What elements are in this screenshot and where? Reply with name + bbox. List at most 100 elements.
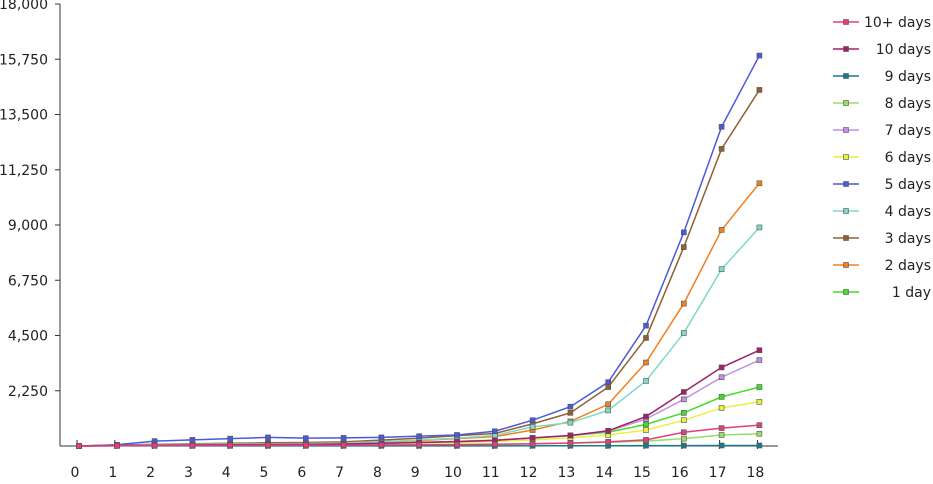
- legend-marker-6-days: [843, 154, 849, 160]
- data-point-1-day: [680, 410, 687, 416]
- legend-marker-4-days: [843, 208, 849, 214]
- x-tick-label: 5: [260, 465, 269, 481]
- data-point-5-days: [680, 229, 687, 236]
- legend-label-9-days: 9 days: [885, 69, 931, 85]
- data-point-9-days: [718, 442, 725, 449]
- data-point-10plus-days: [454, 441, 460, 448]
- y-tick-label: 6,750: [8, 273, 48, 289]
- data-point-2-days: [643, 359, 649, 366]
- data-point-10-days: [643, 413, 649, 420]
- x-tick-label: 1: [108, 465, 117, 481]
- data-point-5-days: [416, 433, 423, 439]
- legend-label-4-days: 4 days: [885, 204, 931, 220]
- data-point-6-days: [643, 427, 649, 433]
- x-tick-label: 7: [335, 465, 344, 481]
- legend-marker-10plus-days: [843, 19, 849, 25]
- data-point-7-days: [718, 374, 725, 381]
- y-tick-label: 2,250: [8, 384, 48, 400]
- data-point-3-days: [680, 244, 687, 250]
- data-point-7-days: [680, 396, 687, 403]
- data-point-10plus-days: [718, 425, 725, 431]
- data-point-4-days: [718, 266, 725, 273]
- x-tick-label: 14: [595, 465, 613, 481]
- legend-marker-7-days: [843, 127, 849, 133]
- data-point-1-day: [718, 394, 725, 400]
- data-point-6-days: [756, 398, 763, 405]
- data-point-7-days: [756, 357, 763, 363]
- legend-label-1-day: 1 day: [892, 285, 931, 301]
- data-point-5-days: [227, 435, 233, 442]
- data-point-10-days: [756, 347, 763, 354]
- data-point-5-days: [189, 437, 196, 443]
- x-tick-label: 0: [71, 465, 80, 481]
- x-tick-label: 13: [557, 465, 575, 481]
- legend-marker-10-days: [843, 46, 849, 52]
- data-point-3-days: [718, 146, 725, 152]
- data-point-10plus-days: [605, 439, 612, 445]
- data-point-9-days: [643, 442, 649, 449]
- legend-marker-8-days: [843, 100, 849, 106]
- legend-label-6-days: 6 days: [885, 150, 931, 166]
- legend-label-3-days: 3 days: [885, 231, 931, 247]
- data-point-5-days: [491, 428, 498, 435]
- series-line-7-days: [78, 359, 760, 447]
- series-lines: [76, 52, 763, 449]
- data-point-10plus-days: [302, 442, 309, 449]
- legend-label-8-days: 8 days: [885, 96, 931, 112]
- data-point-10plus-days: [189, 442, 196, 449]
- axes: [59, 4, 778, 447]
- y-tick-label: 4,500: [8, 329, 48, 345]
- data-point-4-days: [605, 407, 612, 414]
- x-tick-label: 15: [633, 465, 651, 481]
- x-tick-label: 17: [709, 465, 727, 481]
- data-point-10-days: [718, 364, 725, 371]
- data-point-10-days: [680, 389, 687, 395]
- data-point-10plus-days: [114, 442, 120, 449]
- data-point-5-days: [265, 434, 271, 441]
- y-axis-ticks: 2,250 4,500 6,750 9,000 11,250 13,500 15,750 18…: [0, 0, 60, 400]
- y-tick-label: 13,500: [0, 108, 48, 124]
- data-point-5-days: [605, 379, 612, 385]
- data-point-5-days: [378, 434, 385, 441]
- series-line-5-days: [78, 55, 761, 447]
- legend-marker-3-days: [843, 235, 849, 241]
- data-point-10plus-days: [756, 422, 763, 428]
- data-point-10-days: [605, 427, 612, 434]
- data-point-6-days: [680, 417, 687, 424]
- x-tick-label: 4: [222, 465, 231, 481]
- data-point-5-days: [756, 52, 763, 59]
- data-point-5-days: [340, 435, 347, 441]
- y-tick-label: 9,000: [8, 218, 48, 234]
- data-point-4-days: [756, 224, 763, 231]
- x-tick-label: 11: [482, 465, 500, 481]
- legend-marker-5-days: [843, 181, 849, 187]
- x-tick-label: 10: [444, 465, 462, 481]
- legend-marker-9-days: [843, 73, 849, 79]
- data-point-2-days: [680, 300, 687, 307]
- data-point-5-days: [529, 417, 536, 424]
- data-point-1-day: [756, 384, 763, 390]
- data-point-10plus-days: [265, 442, 271, 449]
- data-point-1-day: [643, 421, 649, 428]
- x-tick-label: 18: [746, 465, 764, 481]
- legend-label-10-days: 10 days: [876, 42, 931, 58]
- data-point-4-days: [529, 424, 536, 430]
- series-line-2-days: [78, 182, 760, 447]
- series-line-10-days: [78, 349, 760, 447]
- data-point-10plus-days: [378, 442, 385, 448]
- data-point-9-days: [756, 442, 763, 449]
- data-point-8-days: [718, 432, 725, 438]
- legend-label-7-days: 7 days: [885, 123, 931, 139]
- data-point-5-days: [567, 403, 574, 410]
- data-point-10plus-days: [643, 437, 649, 443]
- x-tick-label: 16: [671, 465, 689, 481]
- data-point-10plus-days: [680, 429, 687, 436]
- data-point-9-days: [680, 442, 687, 449]
- legend-label-10plus-days: 10+ days: [864, 15, 931, 31]
- y-tick-label: 15,750: [0, 52, 48, 68]
- legend: 10+ days 10 days 9 days 8 days 7 days 6 days 5…: [833, 15, 931, 301]
- data-point-10plus-days: [76, 443, 82, 449]
- legend-marker-2-days: [843, 262, 849, 268]
- x-tick-label: 12: [520, 465, 538, 481]
